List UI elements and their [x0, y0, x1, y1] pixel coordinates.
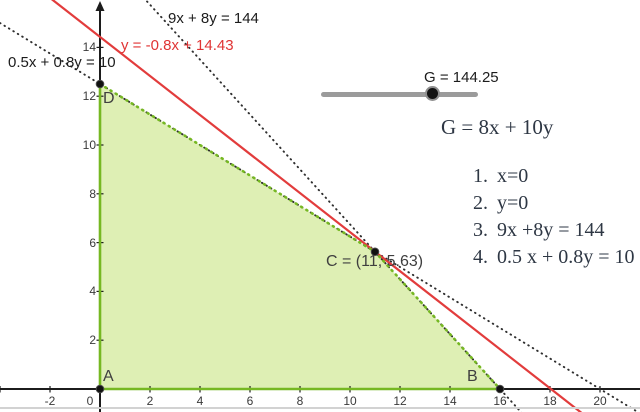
constraint-item-2: 2. y=0: [462, 190, 635, 217]
x-tick-label: 14: [443, 394, 457, 408]
constraints-list: 1. x=0 2. y=0 3. 9x +8y = 144 4. 0.5 x +…: [462, 163, 635, 271]
constraint-item-3: 3. 9x +8y = 144: [462, 217, 635, 244]
y-tick-label: 8: [89, 186, 96, 201]
x-tick-label: 4: [196, 394, 204, 408]
constraint-number: 2.: [473, 192, 488, 214]
constraint-text: 9x +8y = 144: [497, 219, 605, 241]
constraint-line-label-9x8y: 9x + 8y = 144: [168, 10, 259, 27]
x-tick-label: 20: [593, 394, 607, 408]
x-tick-label: 10: [343, 394, 357, 408]
point-label-A: A: [103, 368, 114, 385]
constraint-line-label-05x08y: 0.5x + 0.8y = 10: [8, 54, 116, 71]
slider-value-label: G = 144.25: [424, 69, 499, 86]
constraint-number: 1.: [473, 165, 488, 187]
view-bottom-border: [0, 407, 640, 409]
slider-handle[interactable]: [425, 86, 440, 101]
x-tick-label: 2: [146, 394, 154, 408]
constraint-text: y=0: [497, 192, 529, 214]
point-B[interactable]: [495, 384, 505, 394]
constraint-text: 0.5 x + 0.8y = 10: [497, 246, 635, 268]
x-tick-label: 0: [86, 394, 94, 408]
constraint-item-4: 4. 0.5 x + 0.8y = 10: [462, 244, 635, 271]
feasible-region[interactable]: [100, 84, 500, 389]
y-tick-label: 14: [82, 40, 96, 55]
x-tick-label: 8: [296, 394, 304, 408]
objective-line-label: y = -0.8x + 14.43: [121, 37, 234, 54]
constraint-number: 3.: [473, 219, 488, 241]
y-axis-arrow-icon: [95, 1, 105, 11]
x-tick-label: 18: [543, 394, 557, 408]
point-A[interactable]: [95, 384, 105, 394]
point-C[interactable]: [370, 247, 380, 257]
point-label-B: B: [467, 368, 478, 385]
x-tick-label: -2: [44, 394, 56, 408]
constraint-number: 4.: [473, 246, 488, 268]
region-edge-dotted[interactable]: [98, 82, 377, 254]
x-tick-label: 6: [246, 394, 254, 408]
objective-function-text: G = 8x + 10y: [441, 115, 554, 139]
y-tick-label: 2: [89, 333, 96, 348]
slider-track[interactable]: [321, 92, 478, 97]
y-tick-label: 12: [82, 89, 96, 104]
x-tick-label: 12: [393, 394, 407, 408]
point-label-D: D: [103, 90, 115, 107]
y-tick-label: 6: [89, 235, 96, 250]
point-label-C: C = (11, 5.63): [326, 252, 424, 270]
y-tick-label: 10: [82, 138, 96, 152]
x-tick-label: 16: [493, 394, 507, 408]
constraint-text: x=0: [497, 165, 529, 187]
constraint-item-1: 1. x=0: [462, 163, 635, 190]
region-edge-dotted[interactable]: [373, 250, 502, 391]
y-tick-label: 4: [89, 284, 96, 299]
point-D[interactable]: [95, 79, 105, 89]
